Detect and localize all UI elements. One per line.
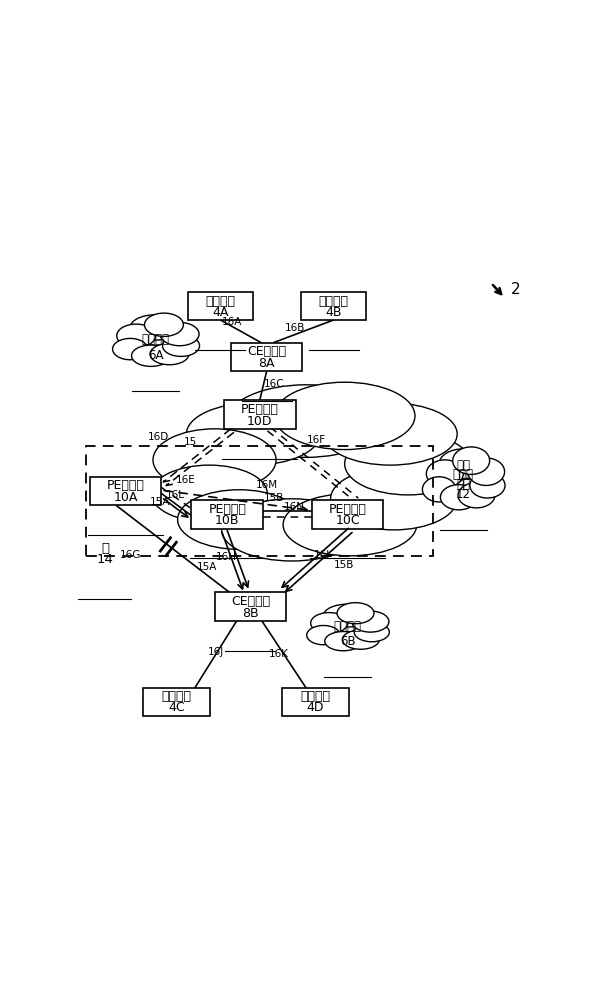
Text: 16G: 16G bbox=[120, 550, 141, 560]
Text: PE路由器: PE路由器 bbox=[208, 503, 246, 516]
Ellipse shape bbox=[453, 447, 490, 474]
Text: 16H: 16H bbox=[216, 552, 237, 562]
Text: 10B: 10B bbox=[215, 514, 239, 527]
Text: 10C: 10C bbox=[336, 514, 360, 527]
FancyBboxPatch shape bbox=[90, 477, 161, 505]
Text: 客户网络: 客户网络 bbox=[334, 620, 362, 633]
Text: 16F: 16F bbox=[307, 435, 326, 445]
Text: 15B: 15B bbox=[263, 493, 284, 503]
Ellipse shape bbox=[439, 449, 487, 479]
Text: 4C: 4C bbox=[168, 701, 184, 714]
Text: 服务: 服务 bbox=[456, 459, 470, 472]
FancyBboxPatch shape bbox=[214, 592, 287, 621]
Ellipse shape bbox=[117, 324, 156, 347]
Text: 6A: 6A bbox=[148, 349, 164, 362]
Ellipse shape bbox=[274, 382, 415, 450]
FancyBboxPatch shape bbox=[312, 500, 383, 529]
Ellipse shape bbox=[310, 613, 347, 634]
Ellipse shape bbox=[458, 483, 495, 508]
Text: 网络: 网络 bbox=[456, 478, 470, 491]
Ellipse shape bbox=[470, 473, 505, 498]
Ellipse shape bbox=[144, 313, 183, 336]
Ellipse shape bbox=[221, 499, 362, 561]
Text: PE路由器: PE路由器 bbox=[329, 503, 367, 516]
Text: 4B: 4B bbox=[325, 306, 342, 319]
Ellipse shape bbox=[130, 315, 181, 340]
Ellipse shape bbox=[426, 460, 463, 487]
Ellipse shape bbox=[337, 603, 374, 624]
Text: CE路由器: CE路由器 bbox=[247, 345, 286, 358]
Text: 10D: 10D bbox=[247, 415, 272, 428]
Text: 16J: 16J bbox=[208, 647, 224, 657]
Ellipse shape bbox=[151, 465, 267, 522]
Ellipse shape bbox=[325, 632, 362, 651]
Text: 15: 15 bbox=[184, 437, 198, 447]
Text: 提供商: 提供商 bbox=[453, 468, 474, 481]
FancyBboxPatch shape bbox=[282, 688, 349, 716]
Text: 客户设备: 客户设备 bbox=[319, 295, 349, 308]
Text: 16A: 16A bbox=[221, 317, 242, 327]
Ellipse shape bbox=[423, 477, 456, 502]
Ellipse shape bbox=[227, 385, 385, 457]
Ellipse shape bbox=[324, 604, 372, 627]
Ellipse shape bbox=[150, 343, 189, 365]
Ellipse shape bbox=[344, 433, 471, 495]
Text: 8B: 8B bbox=[242, 607, 259, 620]
Text: 客户设备: 客户设备 bbox=[205, 295, 235, 308]
Ellipse shape bbox=[178, 490, 301, 549]
FancyBboxPatch shape bbox=[224, 400, 296, 429]
Text: 10A: 10A bbox=[113, 491, 138, 504]
Ellipse shape bbox=[467, 458, 504, 485]
Text: 15A: 15A bbox=[150, 497, 170, 507]
Text: 16I: 16I bbox=[314, 550, 330, 560]
Ellipse shape bbox=[352, 611, 389, 632]
Text: 15B: 15B bbox=[334, 560, 354, 570]
Ellipse shape bbox=[186, 403, 320, 465]
Text: 15A: 15A bbox=[197, 562, 218, 572]
Text: 客户网络: 客户网络 bbox=[141, 333, 170, 346]
Ellipse shape bbox=[162, 335, 199, 356]
Text: 16L: 16L bbox=[166, 490, 185, 500]
Text: 客户设备: 客户设备 bbox=[161, 690, 192, 703]
Text: 段: 段 bbox=[101, 542, 109, 555]
FancyBboxPatch shape bbox=[192, 500, 263, 529]
Text: PE路由器: PE路由器 bbox=[107, 479, 144, 492]
Text: 16N: 16N bbox=[284, 502, 305, 512]
Ellipse shape bbox=[113, 338, 147, 360]
Ellipse shape bbox=[307, 626, 340, 645]
Ellipse shape bbox=[342, 630, 379, 649]
Text: 12: 12 bbox=[456, 488, 471, 501]
Text: 16B: 16B bbox=[285, 323, 306, 333]
FancyBboxPatch shape bbox=[143, 688, 210, 716]
Text: 6B: 6B bbox=[340, 635, 355, 648]
Text: 16K: 16K bbox=[269, 649, 289, 659]
Text: PE路由器: PE路由器 bbox=[241, 403, 279, 416]
Text: 客户设备: 客户设备 bbox=[300, 690, 330, 703]
FancyBboxPatch shape bbox=[231, 343, 303, 371]
Ellipse shape bbox=[331, 468, 457, 530]
Ellipse shape bbox=[153, 429, 276, 491]
FancyBboxPatch shape bbox=[188, 292, 253, 320]
Text: CE路由器: CE路由器 bbox=[231, 595, 270, 608]
Text: 16D: 16D bbox=[147, 432, 169, 442]
Ellipse shape bbox=[354, 622, 389, 642]
Text: 16M: 16M bbox=[256, 480, 278, 490]
Ellipse shape bbox=[160, 322, 199, 346]
Ellipse shape bbox=[283, 494, 417, 556]
FancyBboxPatch shape bbox=[301, 292, 366, 320]
Ellipse shape bbox=[324, 403, 457, 465]
Ellipse shape bbox=[441, 485, 478, 510]
Text: 4A: 4A bbox=[212, 306, 229, 319]
Text: 4D: 4D bbox=[306, 701, 324, 714]
Text: 16E: 16E bbox=[176, 475, 195, 485]
Ellipse shape bbox=[131, 345, 170, 366]
Text: 8A: 8A bbox=[259, 357, 275, 370]
Text: 2: 2 bbox=[511, 282, 521, 297]
Text: 16C: 16C bbox=[263, 379, 284, 389]
Text: 14: 14 bbox=[96, 553, 113, 566]
